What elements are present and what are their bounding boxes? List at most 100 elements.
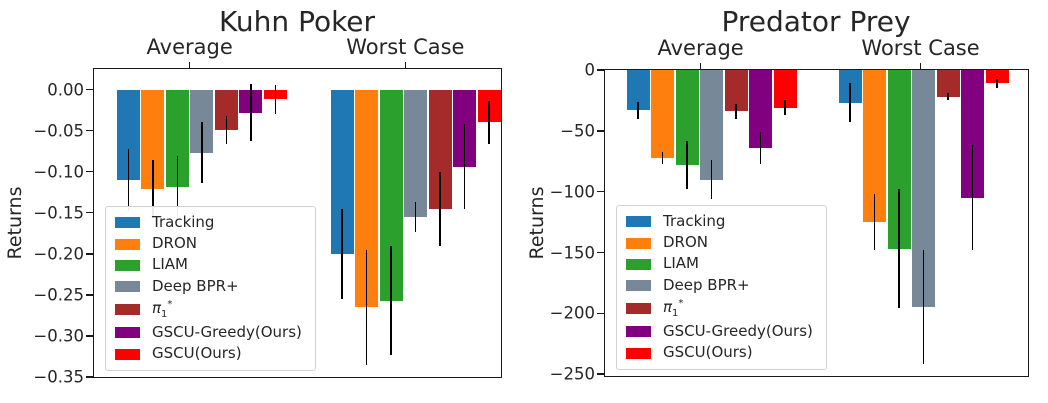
y-tick-label: −150 [549, 243, 595, 262]
legend-label: Tracking [663, 212, 726, 231]
errorbar-dron-average [661, 151, 664, 164]
bar-pi-star-average [214, 89, 238, 130]
legend-item-gscu: GSCU(Ours) [626, 344, 813, 362]
errorbar-pi-star-worst-case [439, 172, 441, 247]
y-tick-label: −200 [549, 303, 595, 323]
group-label-worst-case: Worst Case [346, 35, 465, 59]
bar-gscu-greedy-worst-case [961, 70, 985, 198]
y-tick-label: −100 [549, 182, 595, 202]
group-label-average: Average [146, 35, 233, 59]
y-tick-label: −0.35 [33, 367, 84, 387]
bar-deep-bpr-worst-case [912, 70, 936, 308]
bar-gscu-average [773, 70, 797, 108]
y-tick [597, 190, 604, 193]
errorbar-deep-bpr-average [201, 122, 203, 184]
errorbar-pi-star-worst-case [947, 93, 949, 101]
y-tick [597, 69, 604, 71]
y-tick-label: −0.05 [33, 121, 84, 141]
errorbar-gscu-greedy-worst-case [463, 124, 466, 210]
y-tick [86, 294, 93, 296]
errorbar-liam-worst-case [390, 246, 392, 355]
legend-label: Tracking [152, 213, 215, 232]
legend-item-liam: LIAM [115, 256, 302, 274]
y-tick [86, 335, 93, 337]
errorbar-dron-worst-case [365, 249, 368, 365]
legend-swatch-gscu [115, 348, 140, 360]
y-tick [597, 373, 604, 375]
legend-item-dron: DRON [626, 234, 813, 252]
legend-item-dron: DRON [115, 235, 302, 253]
y-tick [597, 312, 604, 315]
y-axis-label-returns: Returns [4, 186, 26, 260]
y-tick-label: −0.25 [33, 285, 84, 305]
legend-label: DRON [663, 233, 708, 252]
errorbar-gscu-greedy-worst-case [971, 145, 974, 251]
legend-label: LIAM [663, 254, 699, 273]
legend-swatch-deep-bpr [115, 280, 140, 292]
legend-swatch-liam [115, 259, 140, 271]
bar-gscu-worst-case [985, 70, 1009, 84]
legend-swatch-dron [626, 237, 651, 249]
errorbar-tracking-worst-case [341, 208, 343, 299]
errorbar-tracking-average [637, 101, 639, 119]
errorbar-gscu-average [274, 84, 277, 115]
y-tick [86, 253, 93, 255]
errorbar-gscu-worst-case [488, 101, 490, 144]
legend-item-tracking: Tracking [626, 212, 813, 231]
bar-liam-worst-case [379, 89, 403, 301]
errorbar-deep-bpr-worst-case [922, 250, 925, 365]
chart-title-kuhn-poker: Kuhn Poker [218, 5, 376, 38]
y-tick-label: −0.10 [33, 162, 84, 182]
legend-swatch-deep-bpr [626, 279, 651, 291]
legend-item-tracking: Tracking [115, 213, 302, 232]
bar-tracking-average [116, 89, 140, 180]
legend-item-pi-star: π1* [626, 298, 813, 320]
legend-item-deep-bpr: Deep BPR+ [626, 276, 813, 295]
legend-label: GSCU-Greedy(Ours) [152, 323, 302, 342]
errorbar-pi-star-average [225, 115, 228, 144]
legend-item-gscu-greedy: GSCU-Greedy(Ours) [626, 322, 813, 341]
x-tick [919, 63, 922, 70]
bar-dron-average [651, 70, 675, 158]
y-tick-label: 0.00 [47, 80, 84, 100]
plot-area-predator-prey: 0 −50 −100 −150 −200 −250 Average Worst Case Tra… [550, 36, 1029, 384]
legend-swatch-tracking [115, 217, 140, 229]
bar-tracking-worst-case [330, 89, 354, 254]
errorbar-deep-bpr-average [710, 160, 713, 199]
bar-liam-worst-case [887, 70, 911, 249]
y-tick [597, 251, 604, 254]
errorbar-liam-average [686, 140, 688, 190]
bar-liam-average [165, 89, 189, 188]
legend-label: π1* [663, 297, 684, 319]
group-label-average: Average [657, 36, 744, 60]
y-tick [86, 211, 93, 214]
legend-swatch-tracking [626, 216, 651, 228]
legend-swatch-pi-star [626, 303, 651, 315]
legend-swatch-gscu-greedy [626, 326, 651, 338]
bar-dron-worst-case [863, 70, 887, 223]
y-tick-label: 0 [584, 60, 596, 80]
bar-liam-average [675, 70, 699, 165]
y-tick [86, 376, 93, 378]
bar-pi-star-worst-case [428, 89, 452, 210]
legend-swatch-gscu-greedy [115, 327, 140, 339]
errorbar-gscu-average [784, 100, 786, 115]
errorbar-gscu-greedy-average [759, 132, 762, 164]
y-axis-label-returns: Returns [526, 186, 548, 260]
legend-label: DRON [152, 234, 197, 253]
legend-item-liam: LIAM [626, 255, 813, 273]
legend: Tracking DRON LIAM Deep BPR+ π1* GSCU-Greedy(… [616, 205, 827, 370]
errorbar-gscu-worst-case [996, 78, 998, 89]
bar-dron-worst-case [355, 89, 379, 308]
bar-deep-bpr-average [700, 70, 724, 180]
x-tick [188, 62, 191, 69]
legend-label: Deep BPR+ [152, 276, 239, 295]
errorbar-dron-average [152, 160, 154, 218]
errorbar-deep-bpr-worst-case [414, 202, 417, 232]
bar-tracking-average [626, 70, 650, 111]
errorbar-tracking-average [127, 148, 130, 212]
legend: Tracking DRON LIAM Deep BPR+ π1* GSCU-Greedy(… [105, 206, 316, 371]
errorbar-pi-star-average [735, 104, 737, 119]
legend-label: LIAM [152, 255, 188, 274]
